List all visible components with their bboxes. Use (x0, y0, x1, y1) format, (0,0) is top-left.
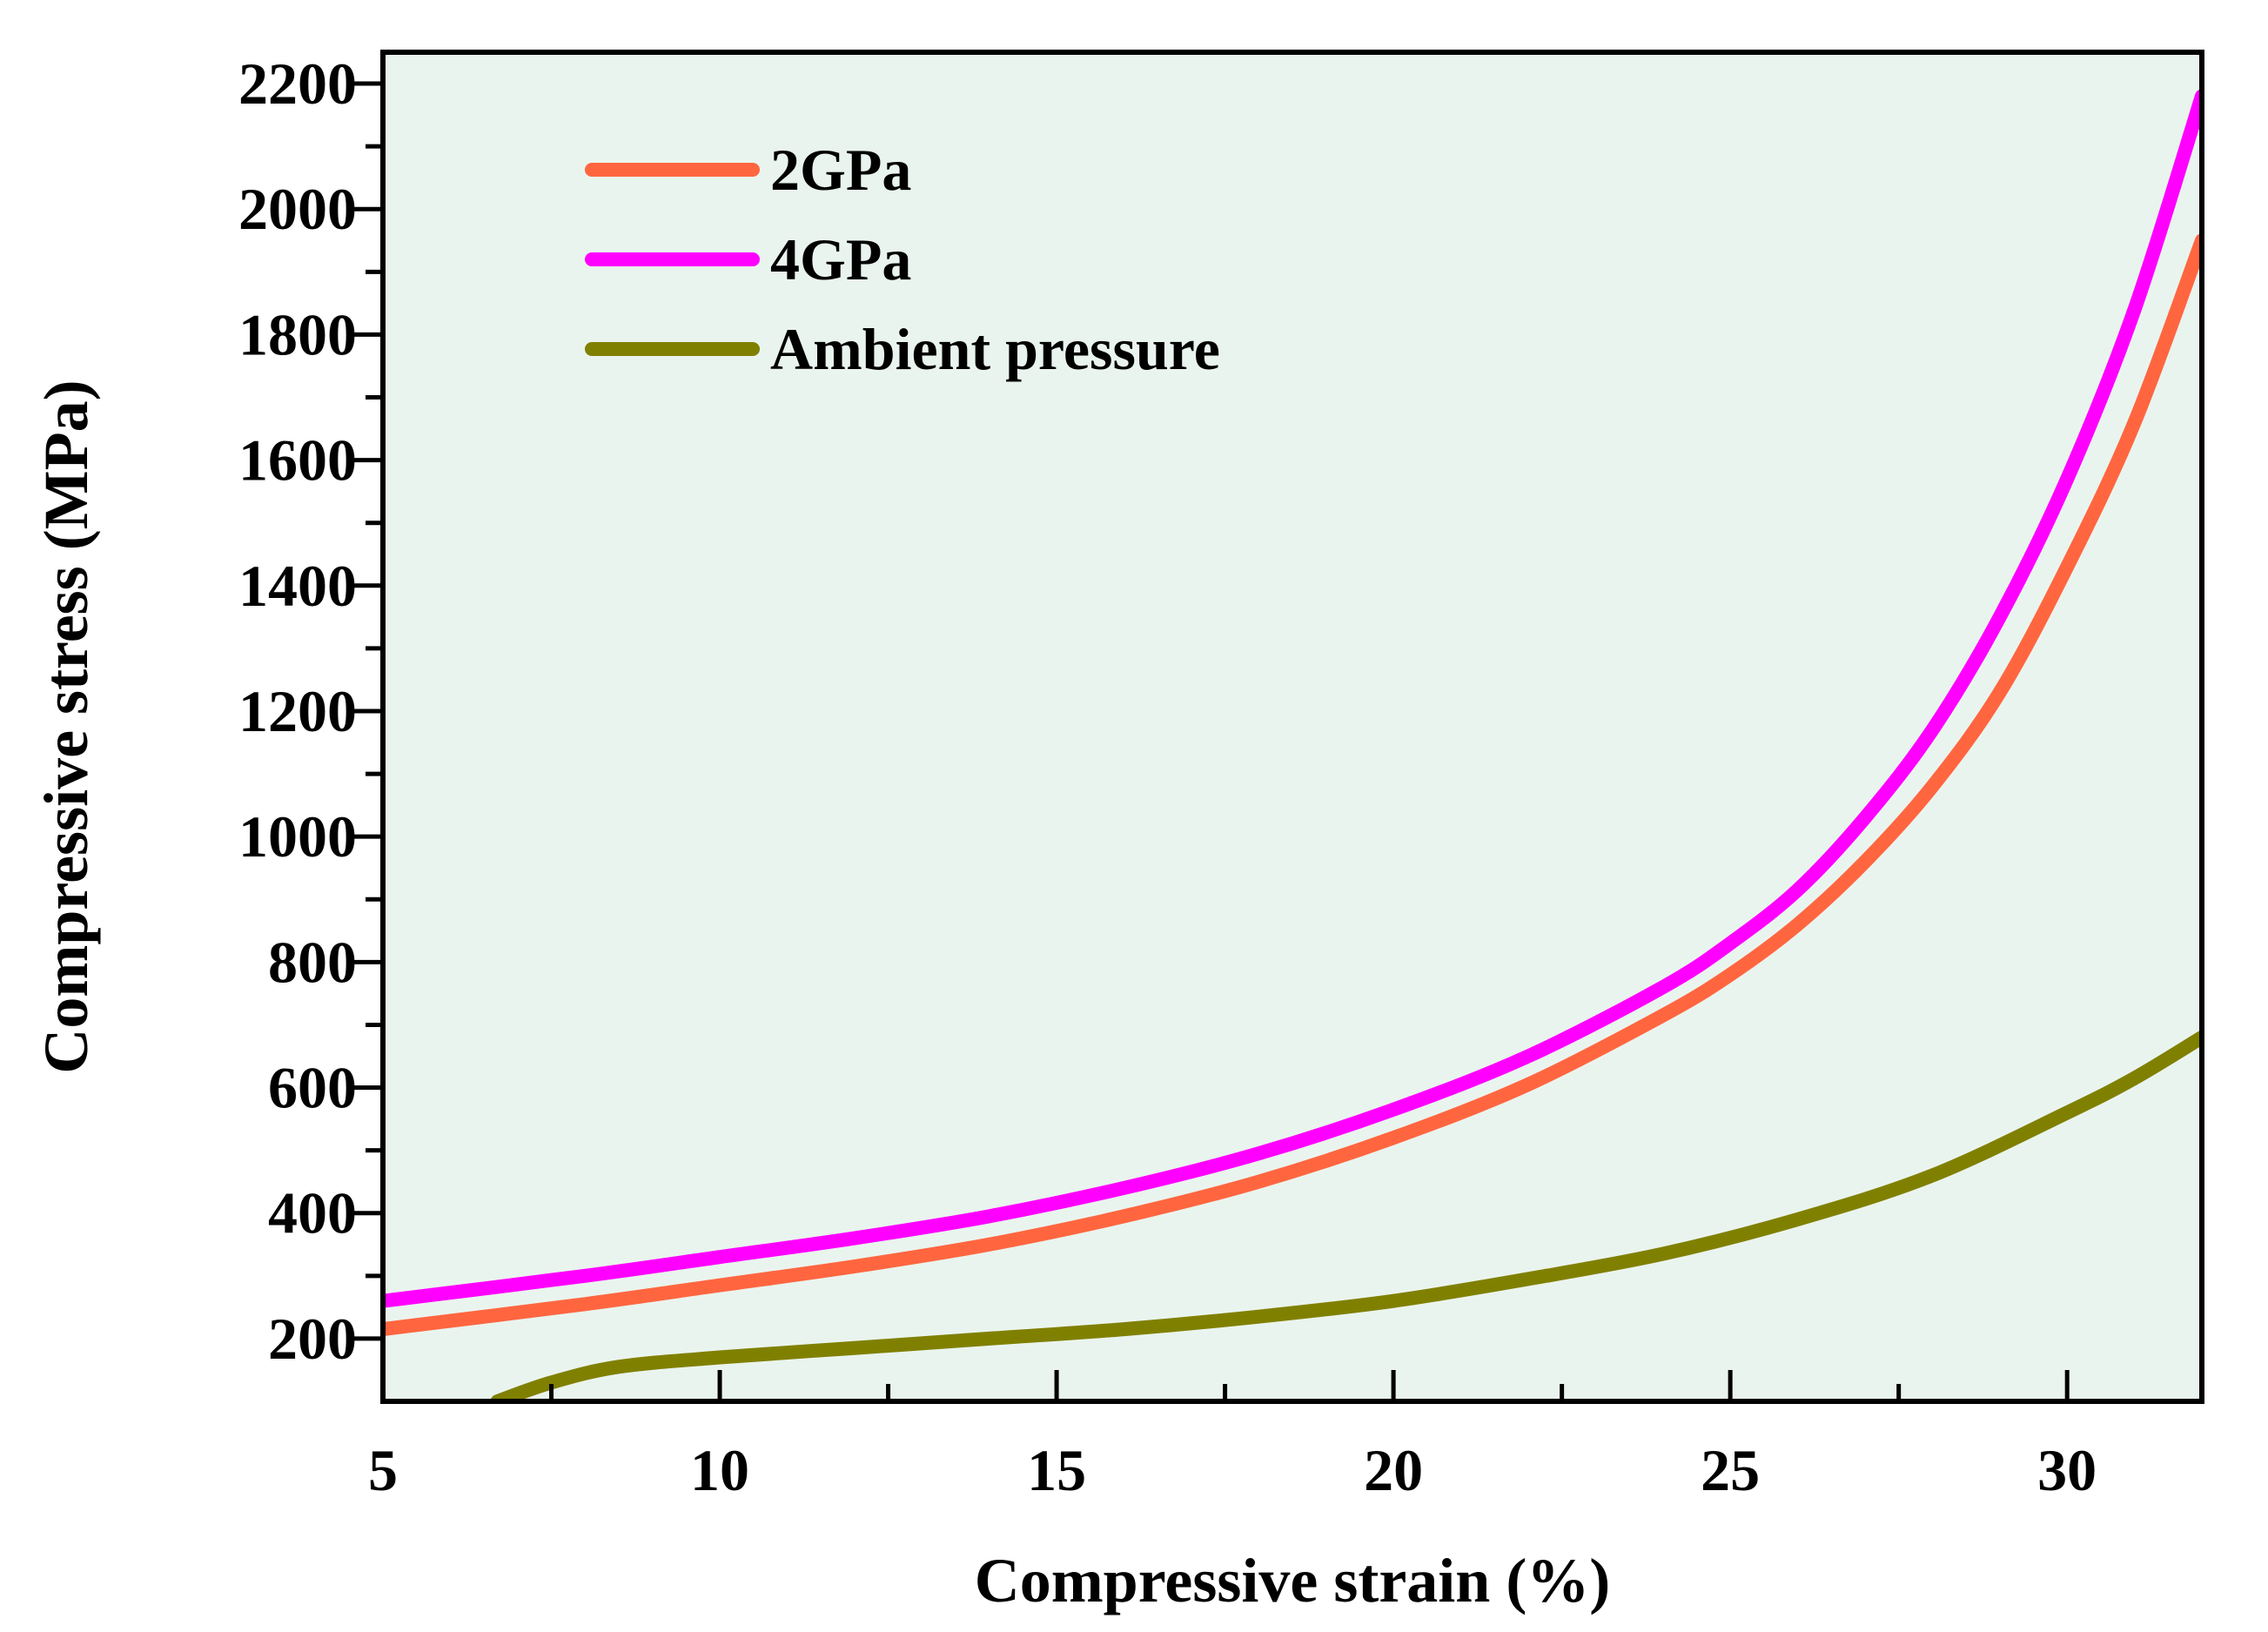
series-line-1 (383, 233, 2202, 1337)
y-tick-label: 800 (268, 929, 357, 995)
legend: 2GPa 4GPa Ambient pressure (585, 137, 1220, 382)
y-tick-label: 400 (268, 1180, 357, 1246)
y-axis-title: Compressive stress (MPa) (31, 379, 101, 1073)
y-tick-label: 1200 (238, 678, 357, 744)
y-tick-label: 1400 (238, 553, 357, 619)
y-tick-label: 1800 (238, 301, 357, 367)
y-tick-label: 600 (268, 1055, 357, 1121)
x-tick-label: 30 (2037, 1437, 2097, 1503)
ticks-layer: 5 10 15 20 25 30 200 400 600 800 1000 1200 1400 1600 1… (238, 50, 2097, 1503)
y-tick-label: 2200 (238, 50, 357, 117)
x-tick-label: 15 (1027, 1437, 1086, 1503)
y-tick-label: 2000 (238, 176, 357, 242)
y-tick-label: 200 (268, 1306, 357, 1372)
legend-label-2: 4GPa (770, 226, 911, 292)
plot-frame (380, 50, 2204, 1404)
legend-label-1: 2GPa (770, 137, 911, 203)
x-tick-label: 5 (368, 1437, 398, 1503)
y-tick-label: 1000 (238, 803, 357, 870)
x-axis-title: Compressive strain (%) (975, 1546, 1611, 1615)
x-tick-label: 25 (1701, 1437, 1760, 1503)
x-tick-label: 10 (690, 1437, 749, 1503)
series-line-2 (383, 89, 2202, 1308)
legend-label-3: Ambient pressure (770, 316, 1220, 382)
y-tick-label: 1600 (238, 427, 357, 494)
x-tick-label: 20 (1364, 1437, 1423, 1503)
series-line-3 (490, 1030, 2202, 1401)
series-layer (383, 89, 2202, 1401)
